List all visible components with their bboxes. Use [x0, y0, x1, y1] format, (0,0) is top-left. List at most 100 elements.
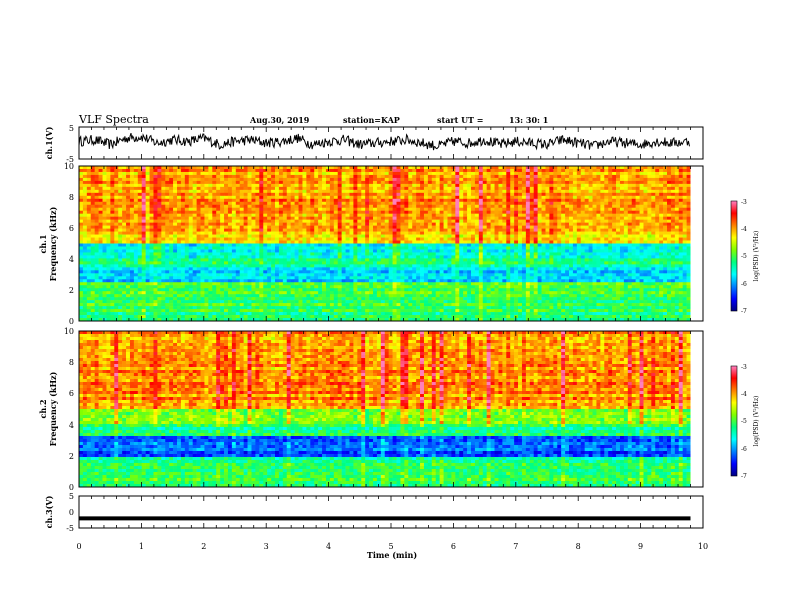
spectrogram-cell — [173, 238, 177, 241]
spectrogram-cell — [189, 244, 193, 247]
spectrogram-cell — [687, 249, 691, 252]
spectrogram-cell — [604, 184, 608, 187]
spectrogram-cell — [334, 193, 338, 196]
spectrogram-cell — [604, 172, 608, 175]
spectrogram-cell — [201, 220, 205, 223]
spectrogram-cell — [138, 220, 142, 223]
spectrogram-cell — [83, 178, 87, 181]
spectrogram-cell — [91, 181, 95, 184]
spectrogram-cell — [267, 208, 271, 211]
spectrogram-cell — [557, 220, 561, 223]
spectrogram-cell — [549, 214, 553, 217]
spectrogram-cell — [279, 172, 283, 175]
spectrogram-cell — [400, 246, 404, 249]
spectrogram-cell — [651, 193, 655, 196]
spectrogram-cell — [106, 246, 110, 249]
spectrogram-cell — [118, 238, 122, 241]
spectrogram-cell — [322, 249, 326, 252]
spectrogram-cell — [553, 246, 557, 249]
spectrogram-cell — [675, 205, 679, 208]
spectrogram-cell — [291, 172, 295, 175]
spectrogram-cell — [185, 246, 189, 249]
spectrogram-cell — [385, 169, 389, 172]
spectrogram-cell — [369, 202, 373, 205]
spectrogram-cell — [130, 217, 134, 220]
spectrogram-cell — [600, 232, 604, 235]
spectrogram-cell — [259, 241, 263, 244]
spectrogram-cell — [632, 226, 636, 229]
spectrogram-cell — [326, 205, 330, 208]
spectrogram-cell — [302, 220, 306, 223]
spectrogram-cell — [353, 178, 357, 181]
spectrogram-cell — [612, 205, 616, 208]
spectrogram-cell — [679, 208, 683, 211]
spectrogram-cell — [79, 249, 83, 252]
spectrogram-cell — [248, 232, 252, 235]
spectrogram-cell — [451, 205, 455, 208]
spectrogram-cell — [259, 220, 263, 223]
spectrogram-cell — [283, 255, 287, 258]
spectrogram-cell — [651, 181, 655, 184]
spectrogram-cell — [663, 172, 667, 175]
spectrogram-cell — [502, 202, 506, 205]
spectrogram-cell — [99, 249, 103, 252]
spectrogram-cell — [495, 175, 499, 178]
spectrogram-cell — [318, 249, 322, 252]
spectrogram-cell — [232, 244, 236, 247]
spectrogram-cell — [518, 246, 522, 249]
spectrogram-cell — [612, 241, 616, 244]
spectrogram-cell — [87, 184, 91, 187]
spectrogram-cell — [302, 205, 306, 208]
spectrogram-cell — [451, 214, 455, 217]
spectrogram-cell — [208, 258, 212, 261]
spectrogram-cell — [667, 202, 671, 205]
spectrogram-cell — [157, 181, 161, 184]
spectrogram-cell — [483, 220, 487, 223]
spectrogram-cell — [624, 208, 628, 211]
spectrogram-cell — [267, 214, 271, 217]
spectrogram-cell — [212, 199, 216, 202]
spectrogram-cell — [565, 252, 569, 255]
spectrogram-cell — [581, 238, 585, 241]
spectrogram-cell — [177, 226, 181, 229]
spectrogram-cell — [338, 181, 342, 184]
spectrogram-cell — [232, 175, 236, 178]
spectrogram-cell — [393, 217, 397, 220]
spectrogram-cell — [165, 190, 169, 193]
spectrogram-cell — [628, 196, 632, 199]
spectrogram-cell — [565, 232, 569, 235]
spectrogram-cell — [655, 249, 659, 252]
spectrogram-cell — [640, 172, 644, 175]
spectrogram-cell — [212, 184, 216, 187]
spectrogram-cell — [420, 205, 424, 208]
spectrogram-cell — [189, 178, 193, 181]
spectrogram-cell — [436, 205, 440, 208]
spectrogram-cell — [130, 196, 134, 199]
spectrogram-cell — [400, 169, 404, 172]
spectrogram-cell — [326, 244, 330, 247]
spectrogram-cell — [596, 223, 600, 226]
spectrogram-cell — [146, 169, 150, 172]
spectrogram-cell — [138, 241, 142, 244]
spectrogram-cell — [432, 244, 436, 247]
spectrogram-cell — [675, 175, 679, 178]
spectrogram-cell — [608, 202, 612, 205]
spectrogram-cell — [542, 208, 546, 211]
spectrogram-cell — [310, 255, 314, 258]
spectrogram-cell — [424, 246, 428, 249]
spectrogram-cell — [322, 214, 326, 217]
spectrogram-cell — [451, 193, 455, 196]
spectrogram-cell — [271, 246, 275, 249]
spectrogram-cell — [671, 255, 675, 258]
spectrogram-cell — [647, 232, 651, 235]
spectrogram-cell — [279, 223, 283, 226]
spectrogram-cell — [659, 214, 663, 217]
spectrogram-cell — [479, 199, 483, 202]
spectrogram-cell — [326, 202, 330, 205]
spectrogram-cell — [542, 235, 546, 238]
spectrogram-cell — [110, 229, 114, 232]
spectrogram-cell — [463, 238, 467, 241]
spectrogram-cell — [385, 252, 389, 255]
spectrogram-cell — [487, 181, 491, 184]
spectrogram-cell — [659, 217, 663, 220]
